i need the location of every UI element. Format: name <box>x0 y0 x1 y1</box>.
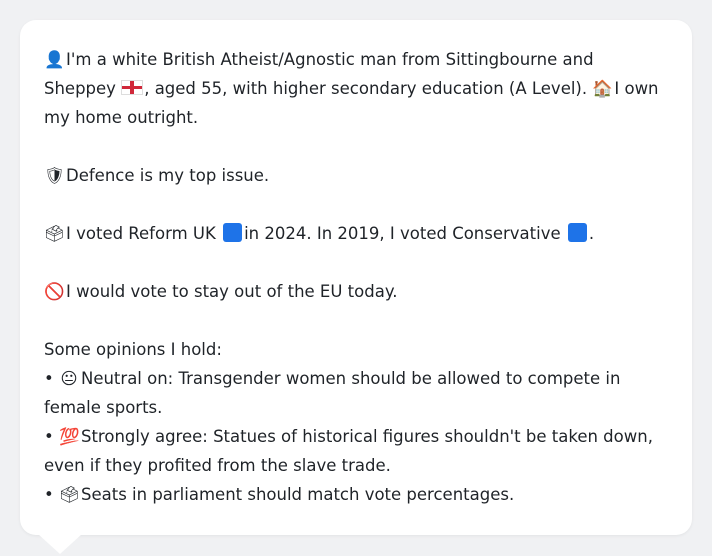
ballot-box-icon: 🗳 <box>44 224 65 243</box>
eu-stance-text: I would vote to stay out of the EU today… <box>66 282 398 301</box>
shield-icon: 🛡 <box>44 166 65 185</box>
opinion-text: Strongly agree: Statues of historical fi… <box>44 427 653 475</box>
prohibited-icon: 🚫 <box>44 282 65 301</box>
bullet: • <box>44 427 54 446</box>
intro-text-1: I'm a white British Atheist/Agnostic man… <box>44 50 594 98</box>
vote-text-1: I voted Reform UK <box>66 224 216 243</box>
hundred-points-icon: 💯 <box>58 427 80 446</box>
bullet: • <box>44 369 54 388</box>
conservative-party-square-icon <box>567 223 587 242</box>
opinions-heading: Some opinions I hold: <box>44 340 222 359</box>
top-issue-text: Defence is my top issue. <box>66 166 270 185</box>
opinion-item: • 🗳Seats in parliament should match vote… <box>44 480 668 509</box>
vote-text-3: . <box>588 224 595 243</box>
opinion-item: • 💯Strongly agree: Statues of historical… <box>44 422 668 480</box>
intro-text-3: I own my home outright. <box>44 79 659 127</box>
bust-in-silhouette-icon: 👤 <box>44 50 65 69</box>
reform-party-square-icon <box>223 223 243 242</box>
vote-text-2: in 2024. In 2019, I voted Conservative <box>244 224 561 243</box>
bullet: • <box>44 485 54 504</box>
ballot-box-icon: 🗳 <box>58 485 80 504</box>
neutral-face-icon: 😐 <box>60 369 78 388</box>
opinion-item: • 😐 Neutral on: Transgender women should … <box>44 364 668 422</box>
top-issue-line: 🛡Defence is my top issue. <box>44 161 668 190</box>
bubble-tail <box>38 534 82 554</box>
vote-history-line: 🗳I voted Reform UK in 2024. In 2019, I v… <box>44 219 668 248</box>
opinion-text: Seats in parliament should match vote pe… <box>80 485 515 504</box>
persona-message-bubble: 👤I'm a white British Atheist/Agnostic ma… <box>20 20 692 535</box>
house-icon: 🏠 <box>592 79 613 98</box>
england-flag-icon <box>121 80 144 95</box>
opinion-text: Neutral on: Transgender women should be … <box>44 369 621 417</box>
intro-paragraph: 👤I'm a white British Atheist/Agnostic ma… <box>44 45 668 132</box>
eu-stance-line: 🚫I would vote to stay out of the EU toda… <box>44 277 668 306</box>
intro-text-2: , aged 55, with higher secondary educati… <box>144 79 588 98</box>
